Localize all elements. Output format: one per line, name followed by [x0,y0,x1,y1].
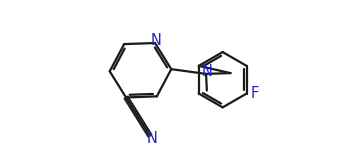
Text: F: F [251,86,259,101]
Text: N: N [202,65,213,80]
Text: N: N [150,33,161,48]
Text: N: N [146,131,157,146]
